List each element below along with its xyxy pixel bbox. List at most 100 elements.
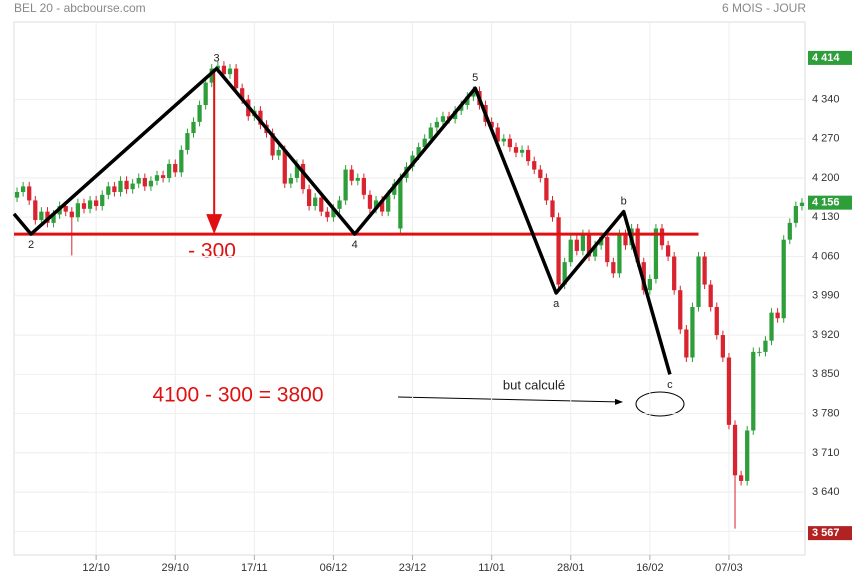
candle-body	[148, 180, 154, 187]
candle-body	[276, 149, 281, 156]
candle-body	[489, 121, 494, 128]
wave-label: b	[621, 196, 627, 208]
candle-body	[398, 177, 403, 229]
candle-body	[696, 256, 701, 308]
candle-body	[209, 68, 214, 83]
candle-body	[160, 175, 166, 178]
wave-label: 4	[352, 239, 358, 251]
candle-body	[465, 96, 470, 106]
wave-label: c	[667, 379, 673, 391]
candle-body	[751, 351, 756, 431]
candle-body	[319, 197, 324, 212]
candle-body	[580, 234, 586, 251]
price-marker	[808, 195, 852, 210]
equation: 4100 - 300 = 3800	[152, 384, 323, 407]
price-marker-label: 4 156	[812, 197, 840, 209]
candle-body	[513, 147, 519, 153]
candle-body	[501, 138, 506, 142]
x-tick-label: 06/12	[320, 562, 348, 574]
candle-body	[416, 147, 421, 156]
x-tick-label: 29/10	[161, 562, 189, 574]
candle-body	[769, 312, 774, 341]
target-label: but calculé	[503, 377, 565, 392]
candle-body	[106, 186, 111, 195]
candle-body	[63, 206, 68, 212]
candle-body	[75, 203, 81, 218]
x-tick-label: 07/03	[715, 562, 743, 574]
candle-body	[118, 180, 123, 192]
candle-body	[702, 256, 707, 285]
candle-body	[51, 214, 56, 223]
candle-body	[124, 180, 129, 190]
candle-body	[738, 475, 744, 481]
y-tick-label: 4 340	[812, 93, 840, 105]
price-marker	[808, 526, 852, 541]
chart-subtitle: 6 MOIS - JOUR	[722, 1, 806, 15]
candle-body	[495, 127, 500, 142]
candle-body	[20, 186, 26, 192]
candle-body	[215, 65, 220, 69]
candle-body	[167, 163, 172, 178]
candle-body	[325, 211, 330, 218]
plot-frame	[13, 21, 806, 556]
candle-body	[100, 194, 105, 207]
candle-body	[526, 149, 531, 162]
candle-body	[282, 149, 287, 184]
price-marker	[808, 50, 852, 65]
x-tick-label: 17/11	[241, 562, 268, 574]
candle-body	[386, 194, 391, 212]
candle-body	[94, 200, 99, 207]
candle-body	[708, 284, 713, 308]
candle-body	[653, 228, 659, 279]
candle-body	[574, 239, 579, 251]
candle-body	[787, 222, 792, 240]
candle-body	[592, 245, 598, 257]
candle-body	[507, 138, 513, 148]
candle-body	[775, 312, 780, 319]
candle-body	[726, 357, 732, 425]
x-tick-label: 23/12	[399, 562, 427, 574]
candle-body	[258, 110, 263, 125]
candle-body	[745, 430, 750, 481]
candle-body	[440, 116, 446, 122]
y-tick-label: 4 270	[812, 133, 840, 145]
candle-body	[659, 228, 665, 246]
candle-body	[39, 211, 44, 221]
candle-body	[227, 68, 233, 75]
candle-body	[568, 239, 573, 263]
candle-body	[647, 278, 652, 291]
candle-body	[665, 245, 671, 257]
candle-body	[221, 65, 227, 75]
chart-title: BEL 20 - abcbourse.com	[14, 1, 146, 15]
wave-label: 2	[28, 239, 34, 251]
y-tick-label: 4 200	[812, 172, 840, 184]
candle-body	[233, 68, 239, 89]
candle-body	[270, 133, 275, 156]
candle-body	[361, 177, 366, 195]
candle-body	[550, 200, 555, 218]
y-tick-label: 3 710	[812, 447, 840, 459]
candle-body	[87, 200, 93, 209]
candle-body	[471, 91, 476, 97]
candle-body	[586, 234, 592, 257]
candle-body	[732, 424, 738, 476]
candle-body	[410, 155, 415, 167]
candle-body	[349, 169, 354, 181]
candle-body	[337, 200, 342, 209]
candle-body	[617, 234, 622, 274]
target-arrow	[397, 396, 623, 405]
candle-body	[240, 88, 245, 100]
candle-body	[136, 177, 141, 184]
candle-body	[191, 121, 196, 134]
candle-body	[781, 239, 786, 319]
candle-body	[562, 262, 567, 285]
candle-body	[294, 163, 300, 178]
candle-body	[623, 234, 628, 246]
candle-body	[300, 163, 306, 190]
x-tick-label: 11/01	[478, 562, 505, 574]
candle-body	[179, 149, 184, 173]
x-tick-label: 28/01	[557, 562, 585, 574]
candle-body	[343, 169, 348, 201]
price-marker-label: 4 414	[812, 52, 840, 64]
